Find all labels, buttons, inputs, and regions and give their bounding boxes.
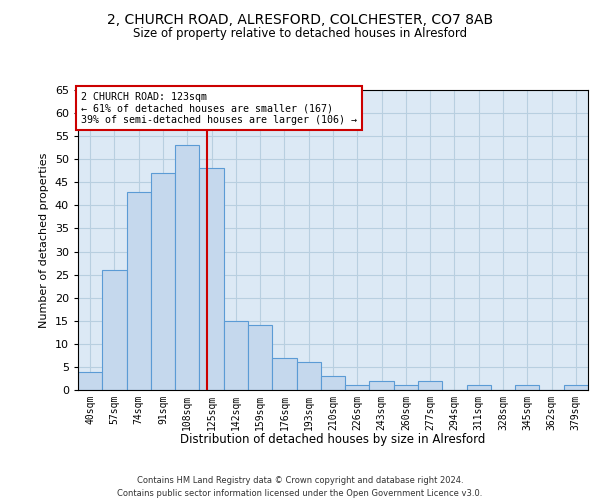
Bar xyxy=(175,146,199,390)
Bar xyxy=(199,168,224,390)
Bar xyxy=(78,372,102,390)
Bar xyxy=(127,192,151,390)
Text: 2 CHURCH ROAD: 123sqm
← 61% of detached houses are smaller (167)
39% of semi-det: 2 CHURCH ROAD: 123sqm ← 61% of detached … xyxy=(80,92,356,124)
Text: Size of property relative to detached houses in Alresford: Size of property relative to detached ho… xyxy=(133,28,467,40)
Bar xyxy=(102,270,127,390)
Bar xyxy=(345,386,370,390)
Bar xyxy=(515,386,539,390)
Bar xyxy=(224,321,248,390)
Bar xyxy=(248,326,272,390)
Text: Contains HM Land Registry data © Crown copyright and database right 2024.
Contai: Contains HM Land Registry data © Crown c… xyxy=(118,476,482,498)
Y-axis label: Number of detached properties: Number of detached properties xyxy=(39,152,49,328)
Bar xyxy=(370,381,394,390)
Bar xyxy=(321,376,345,390)
Bar xyxy=(151,173,175,390)
Bar xyxy=(394,386,418,390)
Bar xyxy=(467,386,491,390)
Bar xyxy=(418,381,442,390)
Bar xyxy=(564,386,588,390)
Text: 2, CHURCH ROAD, ALRESFORD, COLCHESTER, CO7 8AB: 2, CHURCH ROAD, ALRESFORD, COLCHESTER, C… xyxy=(107,12,493,26)
Bar xyxy=(272,358,296,390)
Bar xyxy=(296,362,321,390)
Text: Distribution of detached houses by size in Alresford: Distribution of detached houses by size … xyxy=(181,432,485,446)
